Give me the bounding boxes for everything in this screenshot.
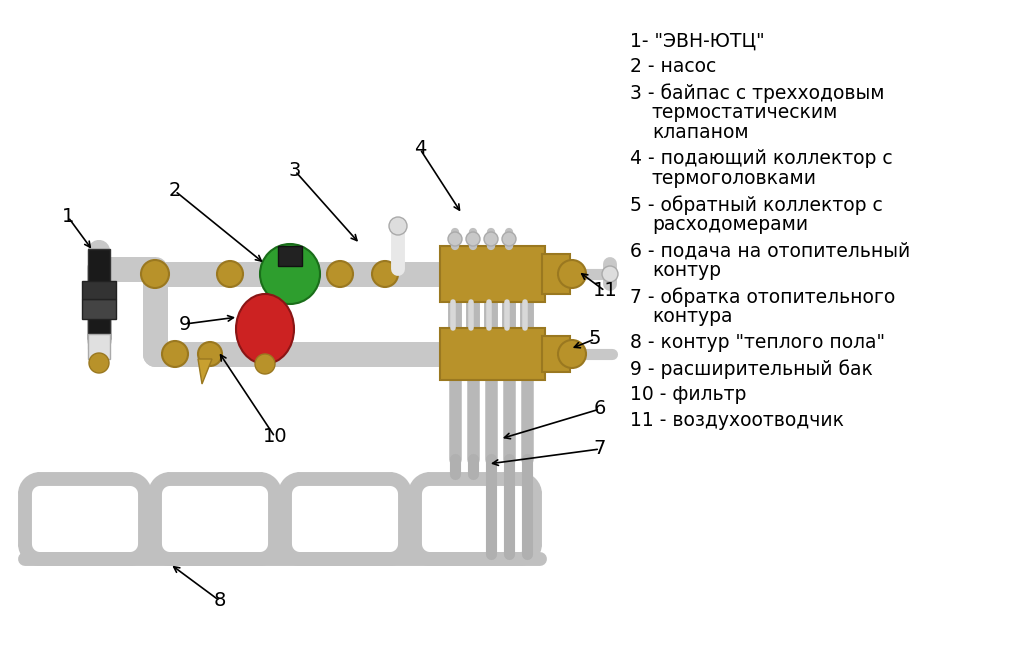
Text: 4: 4	[414, 140, 426, 159]
Circle shape	[217, 261, 243, 287]
Text: 10 - фильтр: 10 - фильтр	[630, 386, 746, 405]
Text: 9 - расширительный бак: 9 - расширительный бак	[630, 359, 872, 379]
Text: 1- "ЭВН-ЮТЦ": 1- "ЭВН-ЮТЦ"	[630, 32, 765, 51]
Circle shape	[602, 266, 618, 282]
Text: контур: контур	[652, 262, 721, 281]
Text: термостатическим: термостатическим	[652, 103, 839, 123]
Ellipse shape	[236, 294, 294, 364]
Text: расходомерами: расходомерами	[652, 215, 808, 235]
Text: термоголовками: термоголовками	[652, 169, 817, 188]
Text: 7 - обратка отопительного: 7 - обратка отопительного	[630, 287, 895, 307]
Text: 2: 2	[169, 181, 181, 200]
Circle shape	[389, 217, 407, 235]
Circle shape	[372, 261, 398, 287]
Text: 5 - обратный коллектор с: 5 - обратный коллектор с	[630, 195, 883, 215]
Bar	[440, 328, 545, 380]
Circle shape	[484, 232, 498, 246]
Bar	[88, 334, 110, 359]
Circle shape	[141, 260, 169, 288]
Circle shape	[198, 342, 222, 366]
Circle shape	[449, 232, 462, 246]
Polygon shape	[198, 359, 212, 384]
Text: 2 - насос: 2 - насос	[630, 57, 716, 76]
Circle shape	[162, 341, 188, 367]
Text: 11 - воздухоотводчик: 11 - воздухоотводчик	[630, 411, 844, 430]
Circle shape	[89, 353, 109, 373]
Text: 8: 8	[214, 592, 226, 610]
Text: 8 - контур "теплого пола": 8 - контур "теплого пола"	[630, 333, 885, 353]
Bar	[82, 281, 116, 299]
Circle shape	[558, 340, 586, 368]
Circle shape	[502, 232, 516, 246]
Text: 4 - подающий коллектор с: 4 - подающий коллектор с	[630, 150, 893, 169]
Bar	[82, 299, 116, 319]
Circle shape	[255, 354, 275, 374]
Text: 3 - байпас с трехходовым: 3 - байпас с трехходовым	[630, 83, 885, 103]
Text: контура: контура	[652, 308, 732, 326]
Text: 5: 5	[589, 330, 601, 349]
Text: 7: 7	[594, 440, 606, 459]
Circle shape	[558, 260, 586, 288]
Text: 11: 11	[593, 281, 617, 301]
Text: 10: 10	[263, 428, 288, 447]
Text: 6 - подача на отопительный: 6 - подача на отопительный	[630, 241, 910, 260]
Bar	[542, 336, 570, 372]
Circle shape	[327, 261, 353, 287]
Circle shape	[466, 232, 480, 246]
Text: клапаном: клапаном	[652, 123, 749, 142]
Text: 3: 3	[289, 161, 301, 181]
Circle shape	[260, 244, 319, 304]
Bar	[278, 246, 302, 266]
Text: 9: 9	[179, 314, 191, 333]
Bar	[88, 249, 110, 339]
Bar	[440, 246, 545, 302]
Text: 6: 6	[594, 399, 606, 418]
Bar	[542, 254, 570, 294]
Text: 1: 1	[61, 208, 74, 227]
